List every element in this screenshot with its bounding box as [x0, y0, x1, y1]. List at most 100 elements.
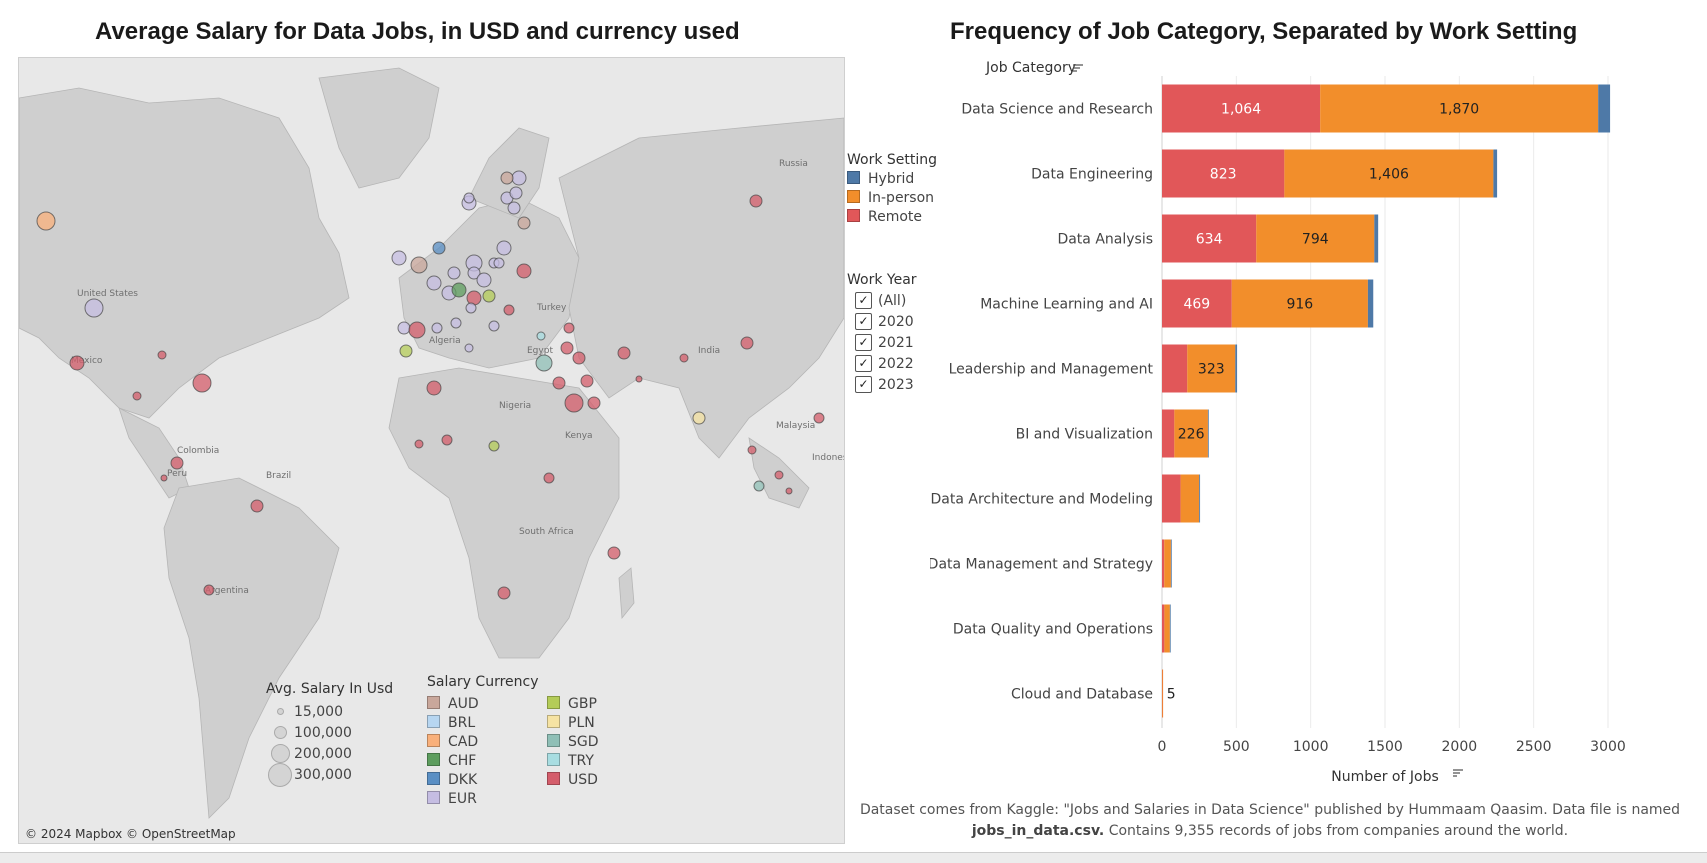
bar-segment-in-person[interactable]	[1180, 474, 1200, 523]
salary-bubble[interactable]	[431, 322, 443, 334]
category-label[interactable]: Data Engineering	[1031, 167, 1153, 183]
salary-bubble[interactable]	[463, 192, 475, 204]
salary-bubble[interactable]	[432, 241, 446, 255]
year-option-2020[interactable]: ✓ 2020	[847, 313, 917, 330]
salary-bubble[interactable]	[391, 250, 407, 266]
year-option-2021[interactable]: ✓ 2021	[847, 334, 917, 351]
salary-bubble[interactable]	[507, 201, 521, 215]
bar-segment-in-person[interactable]	[1174, 409, 1208, 458]
salary-bubble[interactable]	[536, 331, 546, 341]
salary-bubble[interactable]	[679, 353, 689, 363]
bar-segment-remote[interactable]	[1162, 84, 1321, 133]
currency-legend-item-usd[interactable]: USD	[547, 772, 627, 788]
category-label[interactable]: Machine Learning and AI	[980, 297, 1153, 313]
category-label[interactable]: Data Management and Strategy	[930, 557, 1153, 573]
salary-bubble[interactable]	[467, 266, 481, 280]
salary-bubble[interactable]	[517, 216, 531, 230]
salary-bubble[interactable]	[740, 336, 754, 350]
salary-bubble[interactable]	[132, 391, 142, 401]
bar-segment-hybrid[interactable]	[1374, 214, 1379, 263]
currency-legend-item-cad[interactable]: CAD	[427, 734, 547, 750]
currency-legend-item-chf[interactable]: CHF	[427, 753, 547, 769]
currency-legend-item-dkk[interactable]: DKK	[427, 772, 547, 788]
salary-bubble[interactable]	[785, 487, 793, 495]
category-label[interactable]: Data Analysis	[1057, 232, 1153, 248]
salary-bubble[interactable]	[692, 411, 706, 425]
salary-bubble[interactable]	[572, 351, 586, 365]
salary-bubble[interactable]	[563, 322, 575, 334]
legend-item-hybrid[interactable]: Hybrid	[847, 171, 937, 187]
category-label[interactable]: Data Quality and Operations	[953, 622, 1153, 638]
salary-bubble[interactable]	[813, 412, 825, 424]
salary-bubble[interactable]	[543, 472, 555, 484]
salary-bubble[interactable]	[69, 355, 85, 371]
bar-segment-in-person[interactable]	[1284, 149, 1494, 198]
currency-legend-item-eur[interactable]: EUR	[427, 791, 547, 807]
salary-bubble[interactable]	[496, 240, 512, 256]
bar-segment-remote[interactable]	[1162, 409, 1175, 458]
salary-bubble[interactable]	[552, 376, 566, 390]
salary-bubble[interactable]	[250, 499, 264, 513]
currency-legend-item-gbp[interactable]: GBP	[547, 696, 627, 712]
salary-bubble[interactable]	[580, 374, 594, 388]
salary-bubble[interactable]	[36, 211, 56, 231]
salary-bubble[interactable]	[408, 321, 426, 339]
bar-segment-remote[interactable]	[1162, 474, 1181, 523]
salary-map[interactable]: Russia United States Mexico Colombia Per…	[18, 57, 845, 844]
work-year-filter[interactable]: Work Year ✓ (All) ✓ 2020 ✓ 2021 ✓ 2022 ✓ 2023	[847, 272, 917, 393]
salary-bubble[interactable]	[497, 586, 511, 600]
bar-segment-in-person[interactable]	[1162, 669, 1164, 718]
salary-bubble[interactable]	[503, 304, 515, 316]
salary-bubble[interactable]	[399, 344, 413, 358]
salary-bubble[interactable]	[414, 439, 424, 449]
salary-bubble[interactable]	[84, 298, 104, 318]
currency-legend-item-pln[interactable]: PLN	[547, 715, 627, 731]
salary-bubble[interactable]	[397, 321, 411, 335]
salary-bubble[interactable]	[753, 480, 765, 492]
legend-item-in-person[interactable]: In-person	[847, 190, 937, 206]
salary-currency-legend[interactable]: Salary Currency AUD GBP BRL PLN CAD SGD CHF TRY…	[427, 674, 627, 807]
currency-legend-item-aud[interactable]: AUD	[427, 696, 547, 712]
bar-segment-remote[interactable]	[1162, 214, 1257, 263]
bar-segment-in-person[interactable]	[1320, 84, 1599, 133]
category-label[interactable]: Cloud and Database	[1011, 687, 1153, 703]
salary-bubble[interactable]	[482, 289, 496, 303]
salary-bubble[interactable]	[635, 375, 643, 383]
salary-bubble[interactable]	[509, 186, 523, 200]
bar-segment-remote[interactable]	[1162, 604, 1165, 653]
bar-segment-hybrid[interactable]	[1598, 84, 1611, 133]
checkbox-checked-icon[interactable]: ✓	[855, 292, 872, 309]
job-category-bar-chart[interactable]: Job Category Data Science and Research 1,0…	[930, 52, 1690, 792]
year-option-2022[interactable]: ✓ 2022	[847, 355, 917, 372]
bar-segment-hybrid[interactable]	[1493, 149, 1498, 198]
currency-legend-item-try[interactable]: TRY	[547, 753, 627, 769]
salary-bubble[interactable]	[160, 474, 168, 482]
sort-icon[interactable]	[1453, 769, 1463, 777]
salary-bubble[interactable]	[560, 341, 574, 355]
checkbox-checked-icon[interactable]: ✓	[855, 334, 872, 351]
salary-bubble[interactable]	[157, 350, 167, 360]
salary-bubble[interactable]	[500, 171, 514, 185]
salary-bubble[interactable]	[441, 434, 453, 446]
bar-segment-in-person[interactable]	[1187, 344, 1236, 393]
salary-bubble[interactable]	[476, 272, 492, 288]
category-label[interactable]: Leadership and Management	[949, 362, 1154, 378]
bar-segment-remote[interactable]	[1162, 344, 1188, 393]
salary-bubble[interactable]	[447, 266, 461, 280]
salary-bubble[interactable]	[410, 256, 428, 274]
salary-bubbles[interactable]	[36, 170, 825, 600]
checkbox-checked-icon[interactable]: ✓	[855, 376, 872, 393]
salary-bubble[interactable]	[587, 396, 601, 410]
bar-segment-in-person[interactable]	[1231, 279, 1368, 328]
category-label[interactable]: Data Science and Research	[961, 102, 1153, 118]
map-canvas[interactable]: Russia United States Mexico Colombia Per…	[19, 58, 844, 843]
category-label[interactable]: BI and Visualization	[1016, 427, 1153, 443]
salary-bubble[interactable]	[450, 317, 462, 329]
salary-bubble[interactable]	[493, 257, 505, 269]
salary-bubble[interactable]	[426, 380, 442, 396]
sort-icon[interactable]	[1073, 64, 1083, 72]
bar-segment-hybrid[interactable]	[1235, 344, 1238, 393]
salary-bubble[interactable]	[170, 456, 184, 470]
currency-legend-item-brl[interactable]: BRL	[427, 715, 547, 731]
salary-bubble[interactable]	[511, 170, 527, 186]
